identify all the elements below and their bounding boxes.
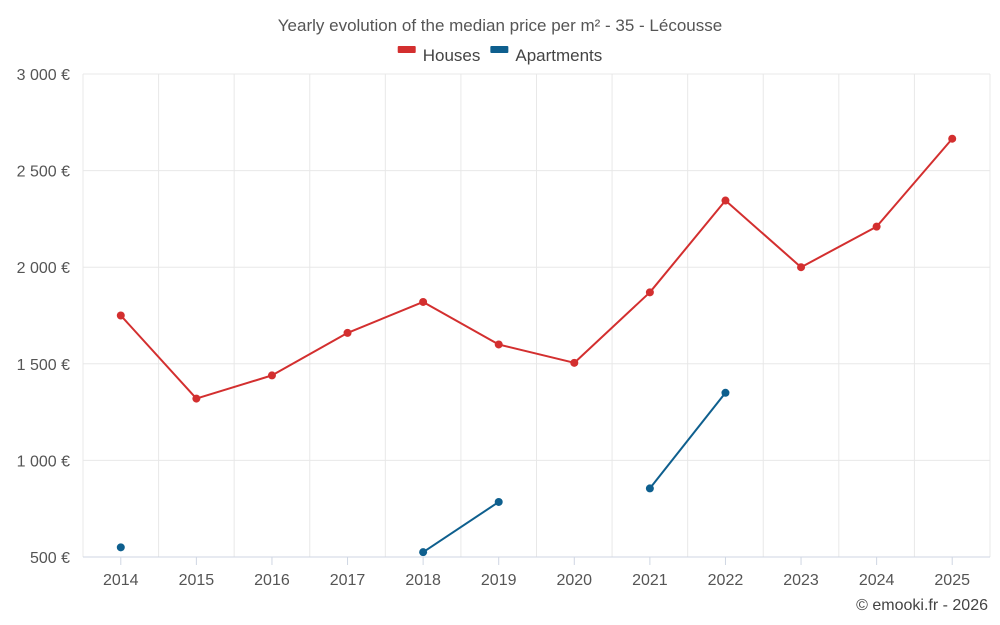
y-axis: 500 € 1 000 € 1 500 € 2 000 € 2 500 € 3 000 € [17, 67, 70, 567]
x-tick-label: 2025 [934, 572, 970, 589]
data-point-houses[interactable] [494, 340, 503, 349]
y-tick-label: 500 € [30, 550, 70, 567]
legend-label: Apartments [515, 46, 602, 65]
legend-item-houses[interactable]: Houses [397, 46, 481, 65]
y-tick-label: 2 000 € [17, 260, 70, 277]
y-tick-label: 2 500 € [17, 164, 70, 181]
x-tick-label: 2017 [330, 572, 366, 589]
x-tick-label: 2022 [708, 572, 744, 589]
series-line-apartments [422, 501, 500, 554]
y-tick-label: 1 500 € [17, 357, 70, 374]
y-tick-label: 3 000 € [17, 67, 70, 84]
data-point-houses[interactable] [267, 371, 276, 380]
legend-swatch [490, 46, 509, 53]
x-axis: 2014 2015 2016 2017 2018 2019 2020 2021 2022 2023… [83, 556, 990, 589]
x-tick-label: 2019 [481, 572, 517, 589]
data-point-houses[interactable] [419, 297, 428, 306]
legend[interactable]: Houses Apartments [397, 46, 603, 65]
series-layer [116, 134, 957, 557]
data-point-houses[interactable] [570, 358, 579, 367]
data-point-apartments[interactable] [494, 497, 503, 506]
data-point-houses[interactable] [116, 311, 125, 320]
data-point-apartments[interactable] [645, 484, 654, 493]
data-point-apartments[interactable] [116, 543, 125, 552]
x-tick-label: 2016 [254, 572, 290, 589]
x-tick-label: 2021 [632, 572, 668, 589]
data-point-houses[interactable] [872, 222, 881, 231]
data-point-houses[interactable] [192, 394, 201, 403]
data-point-houses[interactable] [645, 288, 654, 297]
series-apartments [116, 388, 730, 557]
x-tick-label: 2024 [859, 572, 895, 589]
data-point-apartments[interactable] [721, 388, 730, 397]
x-tick-label: 2018 [405, 572, 441, 589]
legend-label: Houses [423, 46, 481, 65]
data-point-houses[interactable] [343, 328, 352, 337]
grid [82, 73, 991, 557]
series-houses [116, 134, 957, 403]
chart-title: Yearly evolution of the median price per… [278, 16, 722, 35]
series-line-apartments [649, 392, 727, 490]
data-point-apartments[interactable] [419, 548, 428, 557]
data-point-houses[interactable] [721, 196, 730, 205]
legend-swatch [397, 46, 416, 53]
data-point-houses[interactable] [797, 263, 806, 272]
data-point-houses[interactable] [948, 134, 957, 143]
x-tick-label: 2015 [179, 572, 215, 589]
series-line-houses [120, 138, 953, 400]
y-tick-label: 1 000 € [17, 453, 70, 470]
credit-text: © emooki.fr - 2026 [856, 597, 988, 614]
x-tick-label: 2020 [556, 572, 592, 589]
legend-item-apartments[interactable]: Apartments [490, 46, 602, 65]
x-tick-label: 2014 [103, 572, 139, 589]
x-tick-label: 2023 [783, 572, 819, 589]
